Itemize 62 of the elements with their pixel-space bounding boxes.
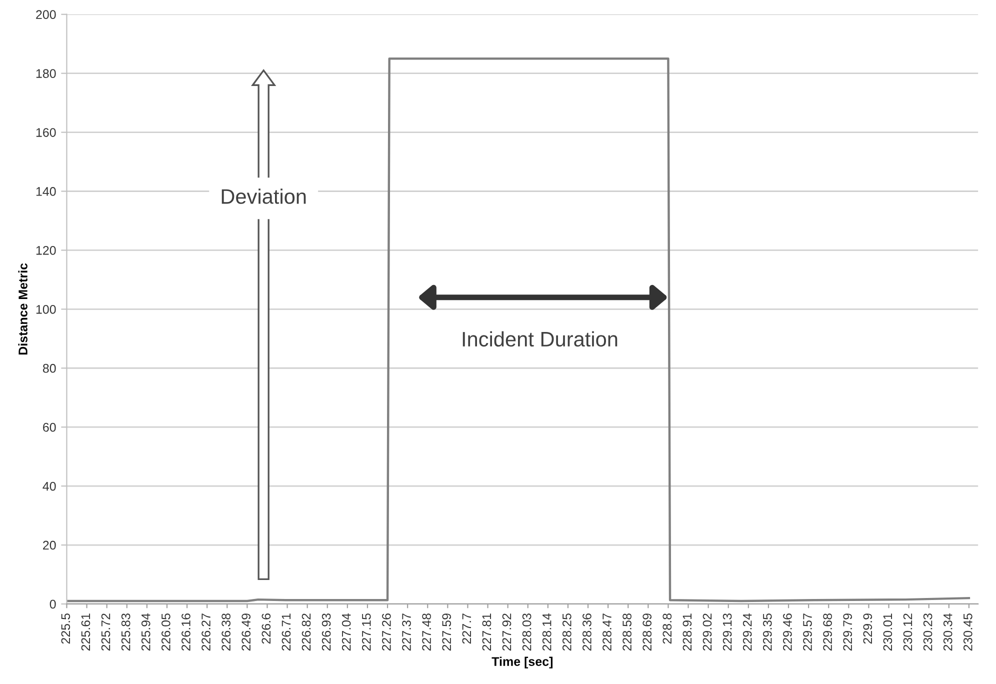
x-tick-label: 227.26 <box>382 614 391 651</box>
x-tick-label: 226.6 <box>262 614 271 644</box>
x-tick-label: 227.37 <box>402 614 411 651</box>
x-tick-label: 227.7 <box>462 614 471 644</box>
x-tick-label: 226.82 <box>302 614 311 651</box>
x-tick-label: 228.8 <box>662 614 672 644</box>
x-tick-label: 229.02 <box>702 614 712 651</box>
x-tick-label: 229.24 <box>742 613 752 651</box>
x-tick-label: 229.79 <box>843 614 852 651</box>
x-tick-label: 229.57 <box>803 614 812 651</box>
annotation: Incident Duration <box>462 331 618 347</box>
x-tick-label: 228.25 <box>562 614 572 651</box>
x-tick-label: 228.69 <box>642 614 652 651</box>
x-tick-label: 230.45 <box>963 614 972 651</box>
y-tick-label: 0 <box>50 600 56 609</box>
x-tick-label: 228.36 <box>582 614 592 651</box>
y-tick-label: 200 <box>36 10 56 20</box>
x-tick-label: 229.68 <box>823 614 832 651</box>
y-tick-label: 80 <box>42 364 56 373</box>
annotation: Deviation <box>222 188 306 204</box>
x-tick-label: 226.16 <box>182 614 190 651</box>
x-tick-label: 227.92 <box>502 614 512 651</box>
x-tick-label: 226.05 <box>161 614 170 651</box>
x-tick-label: 229.13 <box>722 614 732 651</box>
x-tick-label: 228.58 <box>622 614 632 651</box>
x-tick-label: 226.71 <box>282 614 291 651</box>
y-tick-label: 120 <box>36 246 56 255</box>
x-tick-label: 226.49 <box>242 614 251 651</box>
x-tick-label: 230.01 <box>883 614 892 651</box>
x-tick-label: 227.48 <box>422 614 431 651</box>
x-tick-label: 229.9 <box>863 614 872 644</box>
y-tick-label: 180 <box>36 69 56 78</box>
x-tick-label: 228.14 <box>542 613 552 651</box>
x-tick-label: 229.46 <box>783 614 792 651</box>
x-tick-label: 227.59 <box>442 614 452 651</box>
x-tick-label: 225.94 <box>141 613 150 651</box>
x-tick-label: 225.83 <box>121 614 130 651</box>
y-axis-title: Distance Metric <box>18 263 28 355</box>
x-tick-label: 230.23 <box>923 614 932 651</box>
y-tick-label: 160 <box>36 128 56 137</box>
x-axis-title: Time [sec] <box>492 656 553 668</box>
x-tick-label: 226.27 <box>202 614 210 651</box>
x-tick-label: 228.03 <box>522 614 532 651</box>
x-tick-label: 230.12 <box>903 614 912 651</box>
x-tick-label: 225.72 <box>101 614 110 651</box>
x-tick-label: 227.81 <box>482 614 492 651</box>
x-tick-label: 226.38 <box>222 614 230 651</box>
x-tick-label: 229.35 <box>762 614 772 651</box>
x-tick-label: 228.91 <box>682 614 692 651</box>
y-tick-label: 140 <box>36 187 56 196</box>
y-tick-label: 20 <box>43 540 56 550</box>
y-tick-label: 60 <box>43 422 56 432</box>
x-tick-label: 225.61 <box>81 614 90 651</box>
x-tick-label: 226.93 <box>322 614 331 651</box>
x-tick-label: 225.5 <box>61 614 70 644</box>
line-series <box>66 57 970 602</box>
x-tick-label: 227.15 <box>362 614 371 651</box>
y-tick-label: 40 <box>42 482 56 491</box>
x-tick-label: 230.34 <box>943 613 952 651</box>
x-tick-label: 228.47 <box>602 614 612 651</box>
x-tick-label: 227.04 <box>342 613 351 651</box>
y-tick-label: 100 <box>36 304 56 314</box>
